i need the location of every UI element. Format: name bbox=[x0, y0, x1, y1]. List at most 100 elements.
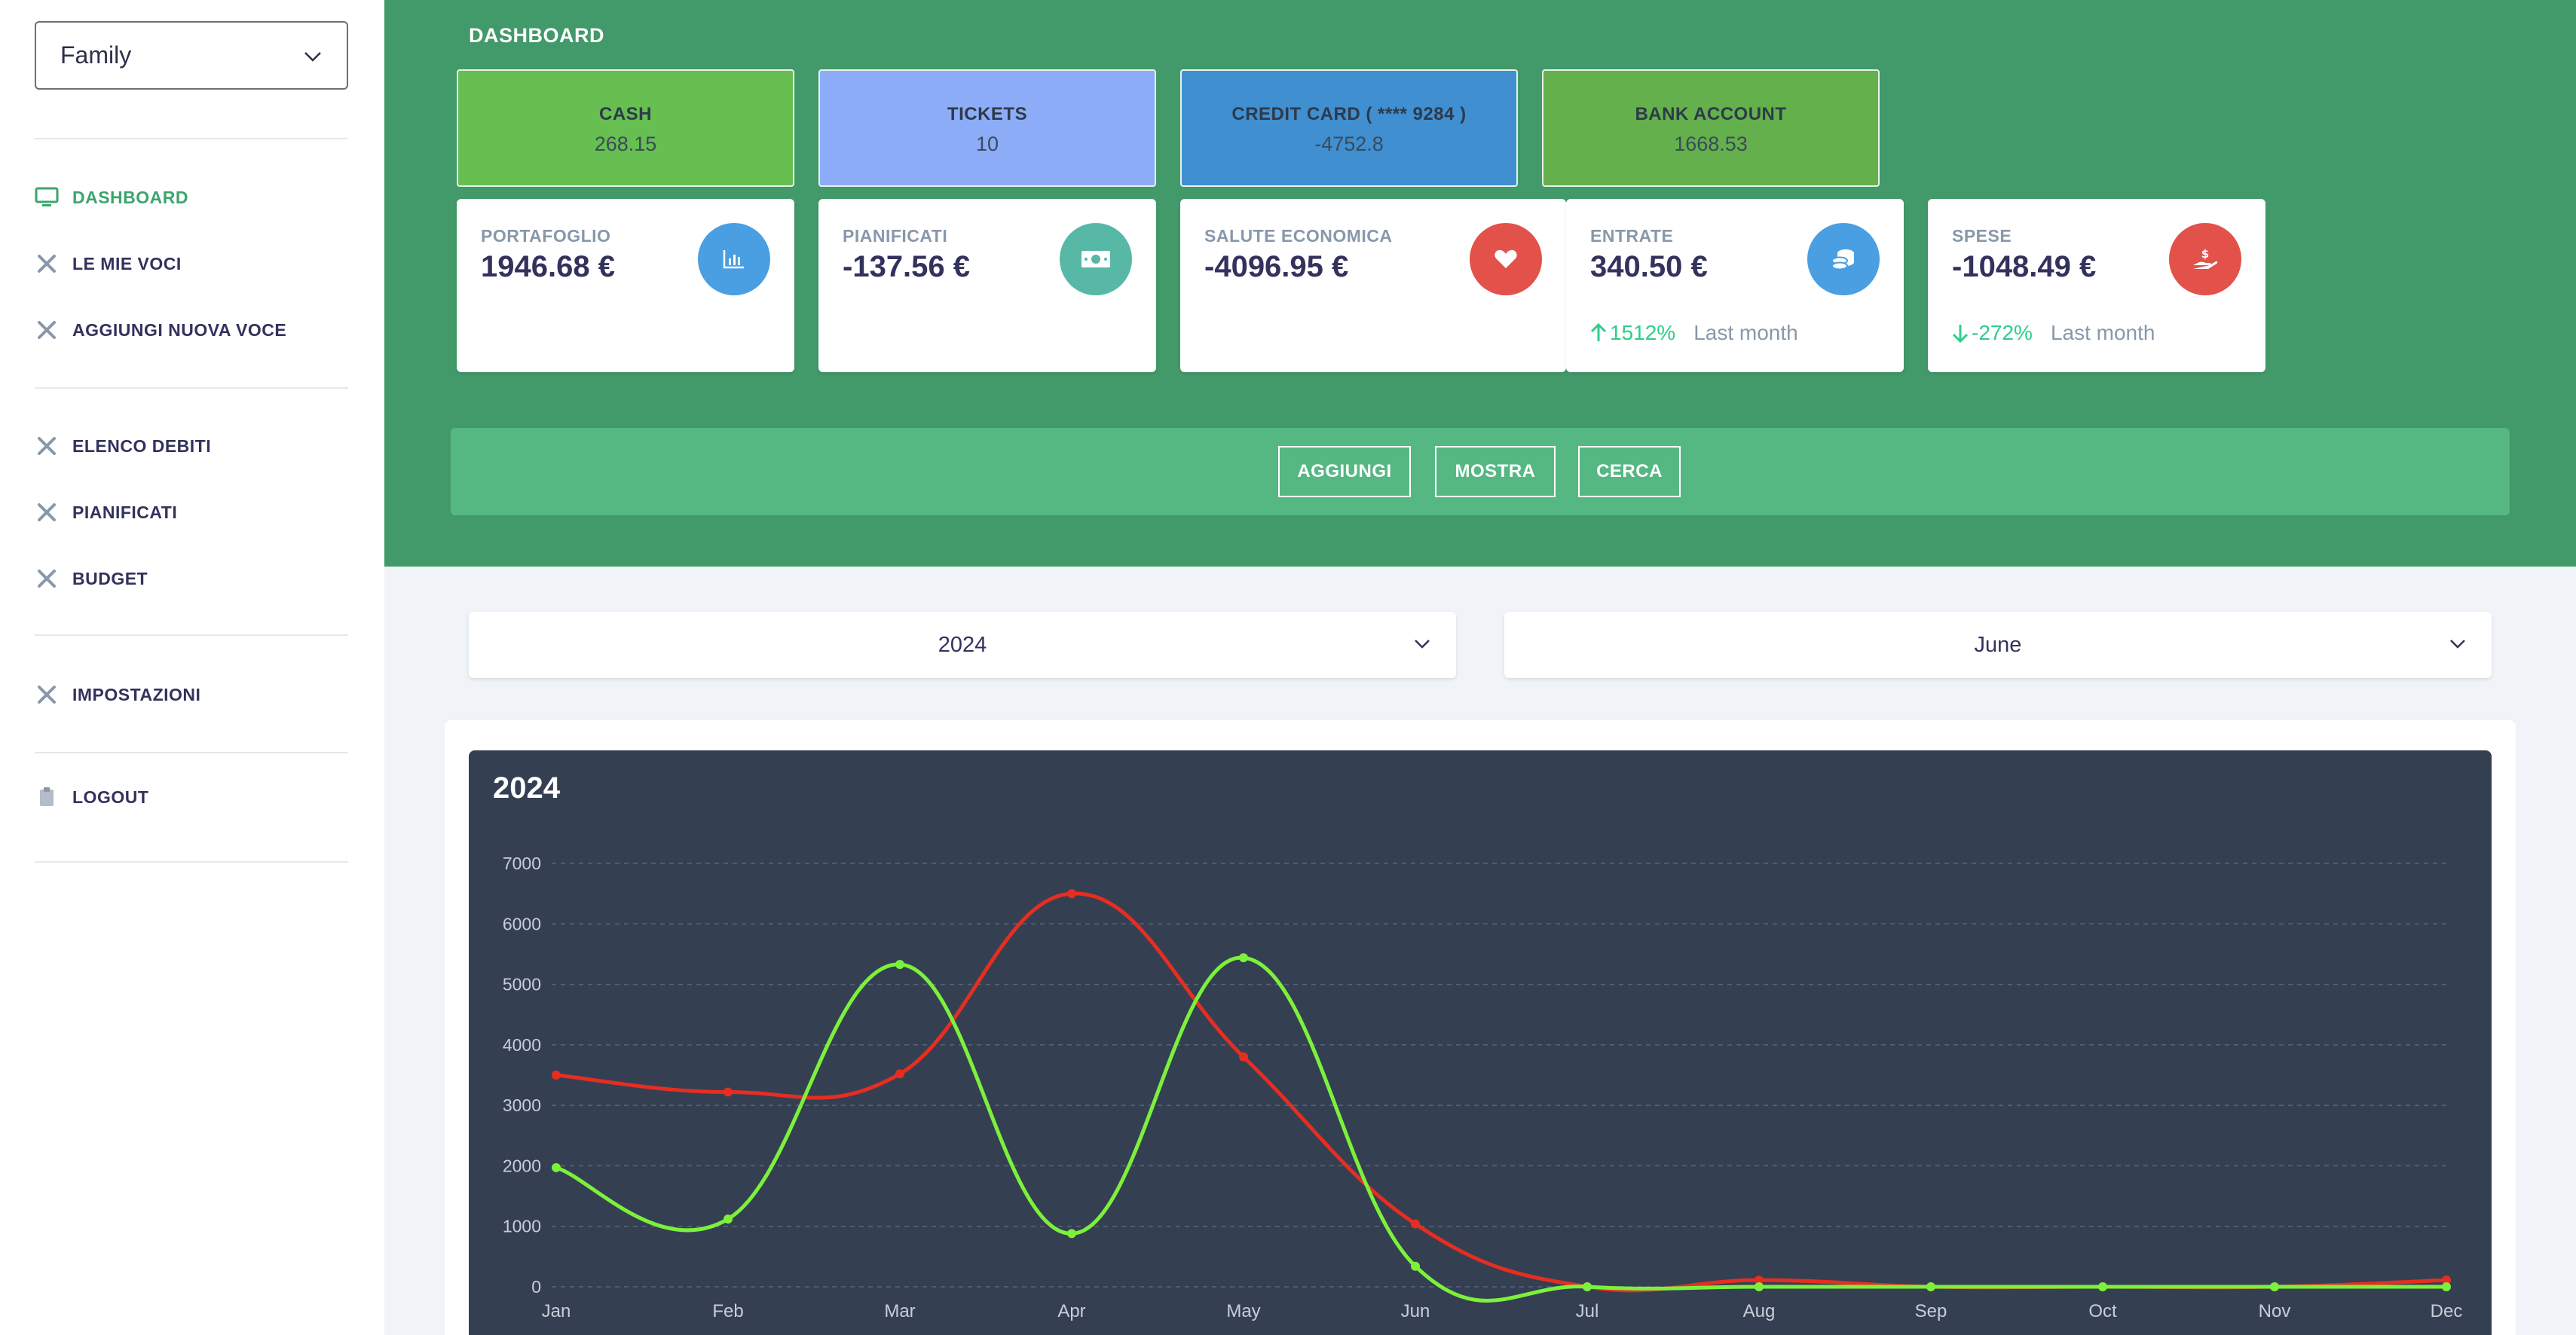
chart-title: 2024 bbox=[493, 771, 560, 805]
stat-value: -137.56 € bbox=[843, 250, 971, 283]
sidebar-item-label: LE MIE VOCI bbox=[72, 253, 182, 273]
sidebar-item-label: IMPOSTAZIONI bbox=[72, 684, 201, 704]
x-tick-label: Dec bbox=[2431, 1301, 2463, 1321]
mostra-button[interactable]: MOSTRA bbox=[1435, 446, 1556, 497]
sidebar-item-pianificati[interactable]: PIANIFICATI bbox=[35, 497, 177, 527]
data-point bbox=[552, 1162, 561, 1172]
data-point bbox=[2442, 1282, 2451, 1291]
trend-percent: 1512% bbox=[1610, 321, 1676, 344]
x-tick-label: Mar bbox=[884, 1301, 915, 1321]
sidebar-item-impostazioni[interactable]: IMPOSTAZIONI bbox=[35, 680, 200, 710]
tools-icon bbox=[35, 567, 59, 591]
sidebar-item-budget[interactable]: BUDGET bbox=[35, 564, 148, 594]
month-select-value: June bbox=[1974, 632, 2022, 657]
stat-label: PORTAFOGLIO bbox=[481, 226, 611, 246]
sidebar-item-dashboard[interactable]: DASHBOARD bbox=[35, 182, 188, 212]
arrow-up-icon bbox=[1590, 323, 1607, 341]
y-tick-label: 4000 bbox=[503, 1035, 541, 1055]
year-select-value: 2024 bbox=[938, 632, 987, 657]
tools-icon bbox=[35, 500, 59, 524]
sidebar-item-label: LOGOUT bbox=[72, 787, 149, 807]
sidebar-divider bbox=[35, 387, 348, 389]
y-tick-label: 2000 bbox=[503, 1156, 541, 1175]
y-tick-label: 6000 bbox=[503, 914, 541, 933]
sidebar-item-logout[interactable]: LOGOUT bbox=[35, 782, 148, 812]
y-tick-label: 3000 bbox=[503, 1095, 541, 1115]
chart-panel: 2024 0 1000 2000 3000 4000 5000 6000 7000 Jan Feb… bbox=[469, 750, 2492, 1335]
data-point bbox=[1755, 1282, 1764, 1291]
y-tick-label: 1000 bbox=[503, 1217, 541, 1236]
x-tick-label: Nov bbox=[2259, 1301, 2291, 1321]
stat-card-pianificati: PIANIFICATI -137.56 € bbox=[818, 199, 1156, 372]
account-card-bank-account[interactable]: BANK ACCOUNT 1668.53 bbox=[1542, 69, 1880, 187]
data-point bbox=[1239, 1052, 1248, 1062]
x-tick-label: Oct bbox=[2088, 1301, 2117, 1321]
data-point bbox=[895, 1069, 904, 1079]
sidebar-divider bbox=[35, 138, 348, 139]
series-line bbox=[555, 955, 2446, 1303]
data-point bbox=[2270, 1282, 2279, 1291]
sidebar-item-label: BUDGET bbox=[72, 568, 148, 588]
data-point bbox=[1067, 889, 1076, 899]
cerca-button[interactable]: CERCA bbox=[1578, 446, 1681, 497]
data-point bbox=[895, 960, 904, 970]
tools-icon bbox=[35, 252, 59, 276]
stat-card-spese: SPESE -1048.49 € $ -272% Last month bbox=[1928, 199, 2265, 372]
stat-card-salute-economica: SALUTE ECONOMICA -4096.95 € bbox=[1180, 199, 1566, 372]
sidebar-item-label: ELENCO DEBITI bbox=[72, 435, 212, 456]
account-label: CASH bbox=[598, 104, 652, 124]
x-tick-label: Aug bbox=[1743, 1301, 1776, 1321]
account-balance: -4752.8 bbox=[1314, 133, 1384, 155]
y-tick-label: 7000 bbox=[503, 854, 541, 873]
clipboard-icon bbox=[35, 785, 59, 809]
data-point bbox=[1239, 953, 1248, 963]
series-line bbox=[555, 891, 2447, 1293]
money-bill-icon bbox=[1060, 223, 1132, 295]
trend-period: Last month bbox=[1693, 321, 1798, 344]
page-title: DASHBOARD bbox=[469, 24, 604, 47]
stat-trend: 1512% Last month bbox=[1590, 321, 1798, 345]
stat-value: -4096.95 € bbox=[1204, 250, 1349, 283]
data-point bbox=[2098, 1282, 2107, 1291]
tools-icon bbox=[35, 434, 59, 458]
trend-percent: -272% bbox=[1972, 321, 2033, 344]
sidebar-item-elenco-debiti[interactable]: ELENCO DEBITI bbox=[35, 431, 211, 461]
account-group-select[interactable]: Family bbox=[35, 21, 348, 90]
data-point bbox=[2442, 1275, 2451, 1285]
sidebar-item-label: PIANIFICATI bbox=[72, 502, 178, 522]
data-point bbox=[1411, 1261, 1420, 1271]
sidebar-item-le-mie-voci[interactable]: LE MIE VOCI bbox=[35, 249, 182, 279]
stat-card-entrate: ENTRATE 340.50 € 1512% Last month bbox=[1566, 199, 1904, 372]
sidebar-item-aggiungi-nuova-voce[interactable]: AGGIUNGI NUOVA VOCE bbox=[35, 315, 286, 345]
aggiungi-button[interactable]: AGGIUNGI bbox=[1278, 446, 1411, 497]
x-tick-label: Jan bbox=[542, 1301, 571, 1321]
account-card-tickets[interactable]: TICKETS 10 bbox=[818, 69, 1156, 187]
sidebar-divider bbox=[35, 861, 348, 863]
account-card-credit-card[interactable]: CREDIT CARD ( **** 9284 ) -4752.8 bbox=[1180, 69, 1518, 187]
action-bar: AGGIUNGI MOSTRA CERCA bbox=[451, 428, 2510, 515]
account-card-cash[interactable]: CASH 268.15 bbox=[457, 69, 794, 187]
y-tick-label: 5000 bbox=[503, 975, 541, 994]
coins-icon bbox=[1807, 223, 1880, 295]
year-select[interactable]: 2024 bbox=[469, 612, 1456, 678]
data-point bbox=[1755, 1275, 1764, 1285]
month-select[interactable]: June bbox=[1504, 612, 2492, 678]
account-group-value: Family bbox=[60, 41, 132, 69]
hand-dollar-icon: $ bbox=[2169, 223, 2241, 295]
sidebar-item-label: AGGIUNGI NUOVA VOCE bbox=[72, 319, 287, 340]
chevron-down-icon bbox=[1415, 640, 1430, 649]
line-chart: 0 1000 2000 3000 4000 5000 6000 7000 Jan Feb Mar Ap… bbox=[503, 854, 2463, 1321]
tools-icon bbox=[35, 318, 59, 342]
monitor-icon bbox=[35, 185, 59, 209]
sidebar-item-label: DASHBOARD bbox=[72, 187, 188, 207]
x-tick-label: Jul bbox=[1576, 1301, 1599, 1321]
stat-trend: -272% Last month bbox=[1952, 321, 2155, 345]
stat-label: SPESE bbox=[1952, 226, 2012, 246]
account-label: CREDIT CARD ( **** 9284 ) bbox=[1231, 104, 1467, 124]
sidebar: Family DASHBOARD LE MIE VOCI AGGIUNGI NU… bbox=[0, 0, 384, 1335]
trend-period: Last month bbox=[2050, 321, 2155, 344]
x-tick-label: Apr bbox=[1057, 1301, 1085, 1321]
sidebar-divider bbox=[35, 634, 348, 636]
heart-icon bbox=[1470, 223, 1542, 295]
x-tick-label: May bbox=[1226, 1301, 1260, 1321]
